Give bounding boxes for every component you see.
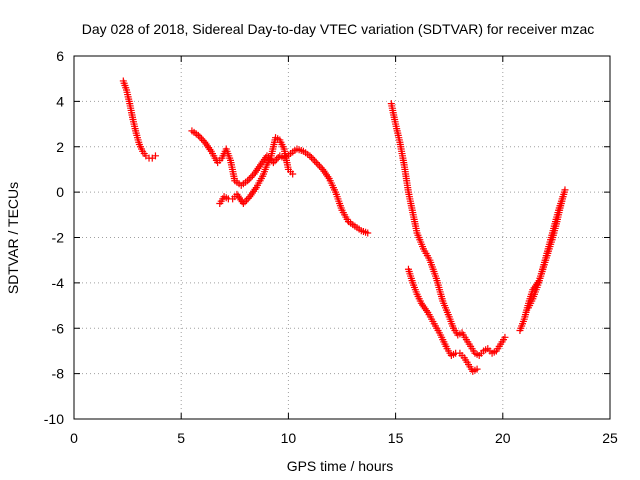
data-point xyxy=(307,154,315,162)
data-point xyxy=(271,157,279,165)
data-point xyxy=(312,159,320,167)
data-point xyxy=(501,333,509,341)
y-axis-title: SDTVAR / TECUs xyxy=(5,182,21,294)
data-point xyxy=(243,196,251,204)
data-point xyxy=(306,152,314,160)
data-point xyxy=(314,160,322,168)
y-tick-label: -2 xyxy=(52,230,65,246)
data-point xyxy=(248,172,256,180)
data-point xyxy=(364,229,372,237)
data-point xyxy=(309,155,317,163)
data-point xyxy=(245,175,253,183)
y-tick-label: -8 xyxy=(52,366,65,382)
data-point xyxy=(561,186,569,194)
series-track xyxy=(119,77,159,162)
y-tick-labels: -10 -8 -6 -4 -2 0 2 4 6 xyxy=(44,48,64,427)
series-track xyxy=(188,127,372,237)
data-point xyxy=(244,194,252,202)
series-track xyxy=(387,100,509,359)
x-tick-label: 5 xyxy=(177,430,185,446)
x-tick-label: 15 xyxy=(388,430,404,446)
data-points xyxy=(119,77,569,375)
data-point xyxy=(247,173,255,181)
y-tick-label: -10 xyxy=(44,411,64,427)
y-tick-label: -4 xyxy=(52,275,65,291)
x-tick-label: 25 xyxy=(602,430,618,446)
data-point xyxy=(311,157,319,165)
data-point xyxy=(317,164,325,172)
x-tick-label: 0 xyxy=(70,430,78,446)
series-track xyxy=(525,193,567,312)
y-tick-label: 6 xyxy=(56,48,64,64)
y-tick-label: 0 xyxy=(56,184,64,200)
y-tick-label: -6 xyxy=(52,320,65,336)
data-point xyxy=(289,170,297,178)
data-point xyxy=(241,198,249,206)
series-track xyxy=(216,134,297,207)
data-point xyxy=(196,133,204,141)
series-track xyxy=(404,265,481,375)
plot-border xyxy=(73,55,611,420)
x-axis-title: GPS time / hours xyxy=(287,458,394,474)
chart-title: Day 028 of 2018, Sidereal Day-to-day VTE… xyxy=(82,21,595,37)
data-point xyxy=(244,177,252,185)
data-point xyxy=(239,199,247,207)
x-tick-labels: 0 5 10 15 20 25 xyxy=(70,430,618,446)
x-tick-label: 20 xyxy=(495,430,511,446)
y-tick-label: 4 xyxy=(56,93,64,109)
data-point xyxy=(198,135,206,143)
x-tick-label: 10 xyxy=(281,430,297,446)
data-point xyxy=(194,131,202,139)
data-point xyxy=(473,365,481,373)
data-point xyxy=(199,137,207,145)
y-tick-label: 2 xyxy=(56,139,64,155)
data-point xyxy=(151,152,159,160)
data-point xyxy=(273,155,281,163)
data-point xyxy=(559,193,567,201)
data-point xyxy=(315,162,323,170)
